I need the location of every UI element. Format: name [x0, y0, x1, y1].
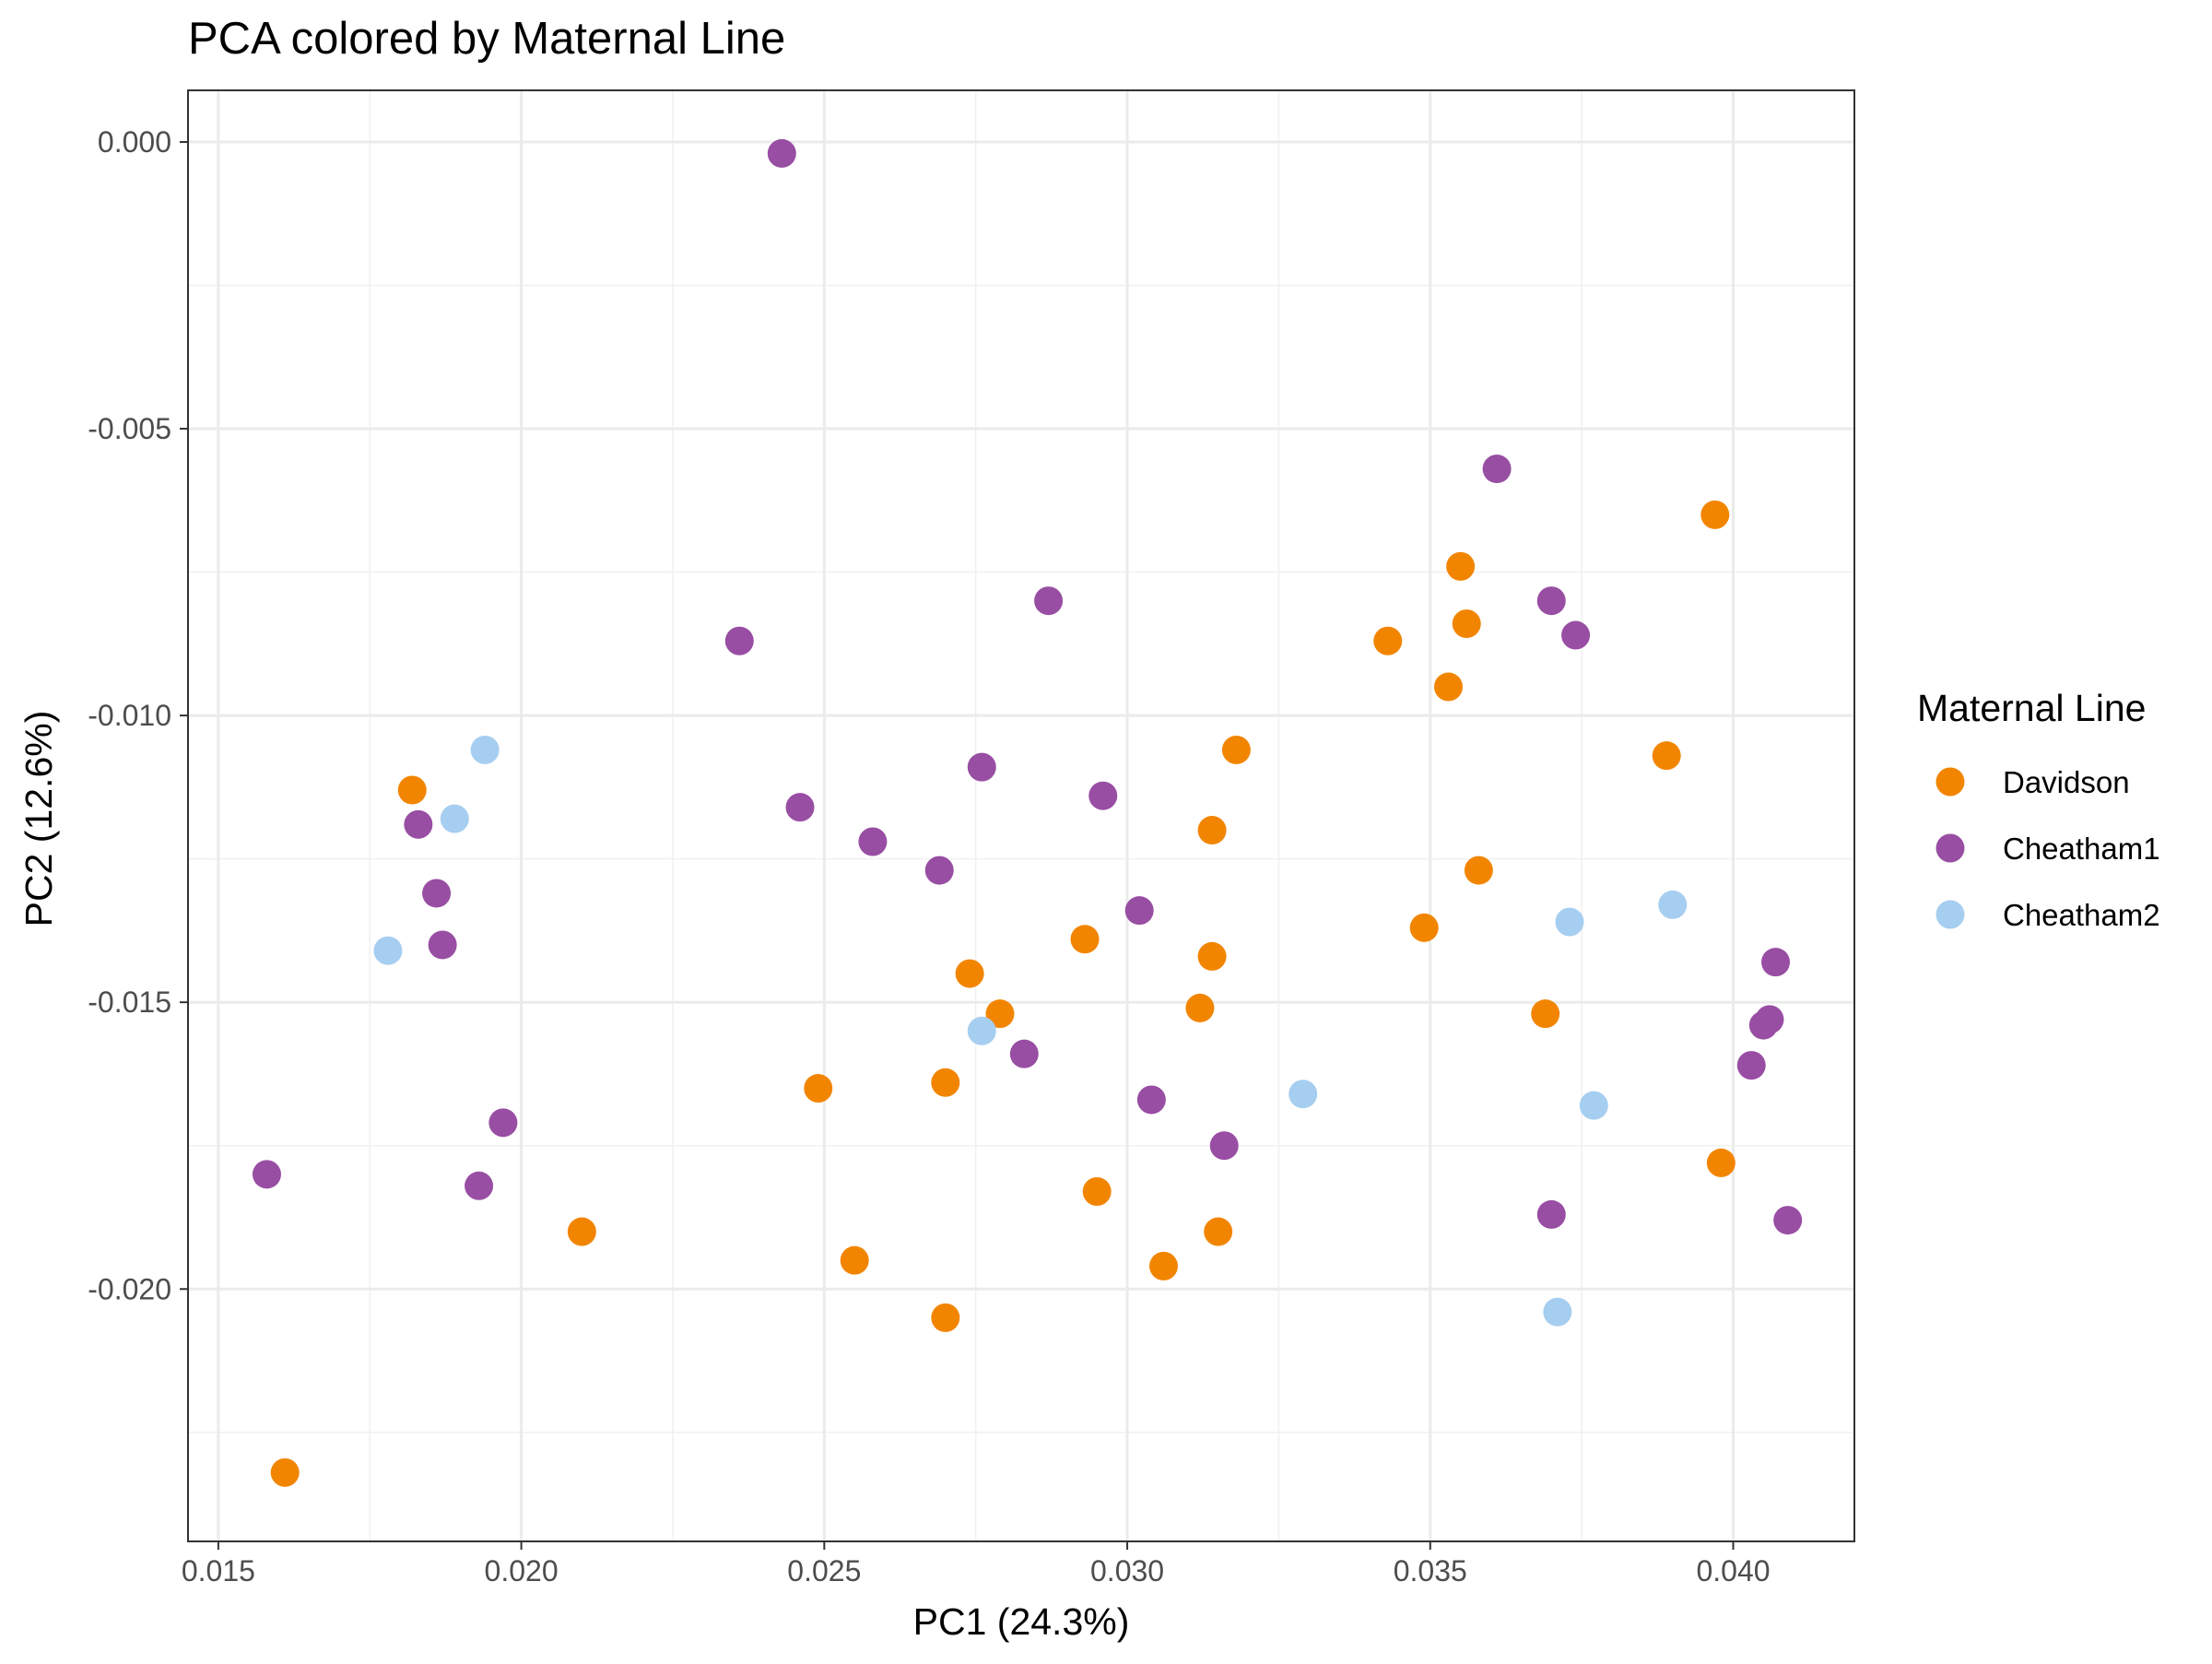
point-davidson	[270, 1457, 300, 1487]
point-cheatham1	[428, 930, 457, 960]
point-davidson	[1652, 741, 1681, 771]
point-cheatham1	[1761, 948, 1791, 977]
x-tick-label: 0.035	[1394, 1554, 1467, 1587]
point-davidson	[1706, 1148, 1735, 1177]
point-davidson	[1464, 856, 1493, 885]
point-cheatham1	[1209, 1131, 1239, 1161]
point-cheatham2	[470, 735, 500, 764]
point-cheatham2	[373, 936, 403, 965]
y-tick-label: -0.015	[88, 985, 171, 1019]
point-davidson	[955, 959, 984, 988]
data-points	[252, 138, 1803, 1487]
point-cheatham1	[1755, 1005, 1784, 1034]
point-davidson	[1531, 999, 1560, 1029]
point-cheatham2	[440, 804, 469, 833]
point-cheatham2	[1658, 890, 1688, 919]
point-cheatham1	[252, 1160, 281, 1189]
point-davidson	[1070, 925, 1100, 954]
legend-key-cheatham2	[1936, 900, 1965, 929]
point-davidson	[1149, 1251, 1179, 1280]
point-davidson	[1446, 551, 1476, 581]
legend-title: Maternal Line	[1917, 687, 2146, 729]
point-cheatham1	[1536, 1199, 1566, 1229]
point-davidson	[1373, 626, 1403, 655]
point-cheatham1	[1736, 1051, 1766, 1080]
point-cheatham1	[1536, 586, 1566, 616]
point-davidson	[1700, 500, 1730, 529]
x-tick-label: 0.015	[182, 1554, 255, 1587]
point-cheatham1	[488, 1108, 518, 1138]
grid-lines	[188, 90, 1854, 1541]
y-axis-title: PC2 (12.6%)	[18, 711, 60, 927]
legend-label-cheatham1: Cheatham1	[2003, 832, 2160, 866]
y-tick-label: 0.000	[98, 125, 171, 159]
point-davidson	[1434, 672, 1464, 702]
point-cheatham1	[1088, 781, 1118, 810]
chart-title: PCA colored by Maternal Line	[188, 14, 785, 64]
point-davidson	[1452, 609, 1481, 639]
point-cheatham2	[967, 1016, 996, 1045]
point-cheatham1	[422, 879, 452, 908]
x-tick-label: 0.025	[787, 1554, 861, 1587]
point-cheatham1	[1009, 1039, 1039, 1068]
point-davidson	[1221, 735, 1251, 764]
point-davidson	[1082, 1176, 1112, 1206]
point-davidson	[1185, 993, 1215, 1022]
point-davidson	[804, 1074, 833, 1103]
x-tick-label: 0.040	[1696, 1554, 1770, 1587]
point-davidson	[1197, 941, 1227, 971]
x-axis-title: PC1 (24.3%)	[913, 1600, 1130, 1643]
point-cheatham1	[1561, 620, 1591, 650]
point-davidson	[840, 1245, 869, 1275]
legend-items: Davidson Cheatham1 Cheatham2	[1936, 765, 2160, 932]
point-davidson	[931, 1068, 960, 1097]
legend-key-davidson	[1936, 767, 1965, 797]
point-cheatham1	[967, 752, 996, 782]
point-davidson	[397, 775, 427, 805]
point-cheatham1	[767, 138, 796, 168]
point-cheatham1	[404, 809, 433, 839]
point-cheatham2	[1543, 1297, 1572, 1327]
panel-border	[187, 89, 1855, 1542]
point-cheatham2	[1579, 1091, 1608, 1120]
y-tick-label: -0.005	[88, 412, 171, 445]
x-tick-label: 0.020	[485, 1554, 559, 1587]
y-tick-label: -0.020	[88, 1272, 171, 1305]
point-cheatham1	[465, 1171, 494, 1200]
legend: Maternal Line Davidson Cheatham1 Cheatham2	[1917, 687, 2160, 932]
point-cheatham1	[724, 626, 754, 655]
legend-label-davidson: Davidson	[2003, 765, 2130, 799]
point-cheatham1	[1124, 896, 1154, 926]
point-cheatham1	[924, 856, 954, 885]
point-cheatham1	[1034, 586, 1064, 616]
point-cheatham2	[1555, 907, 1584, 937]
point-cheatham2	[1288, 1080, 1318, 1109]
legend-key-cheatham1	[1936, 833, 1965, 863]
x-tick-label: 0.030	[1090, 1554, 1164, 1587]
point-davidson	[1409, 913, 1439, 942]
point-cheatham1	[785, 793, 815, 822]
legend-label-cheatham2: Cheatham2	[2003, 898, 2160, 932]
y-axis-ticks: 0.000 -0.005 -0.010 -0.015 -0.020	[88, 125, 188, 1305]
point-cheatham1	[1136, 1085, 1166, 1115]
point-cheatham1	[1773, 1206, 1803, 1235]
point-davidson	[1197, 816, 1227, 845]
point-davidson	[1204, 1217, 1233, 1246]
point-davidson	[567, 1217, 596, 1246]
point-davidson	[931, 1303, 960, 1332]
point-cheatham1	[858, 827, 888, 856]
x-axis-ticks: 0.015 0.020 0.025 0.030 0.035 0.040	[182, 1541, 1771, 1587]
point-cheatham1	[1482, 454, 1512, 484]
point-davidson	[985, 999, 1015, 1029]
y-tick-label: -0.010	[88, 699, 171, 732]
